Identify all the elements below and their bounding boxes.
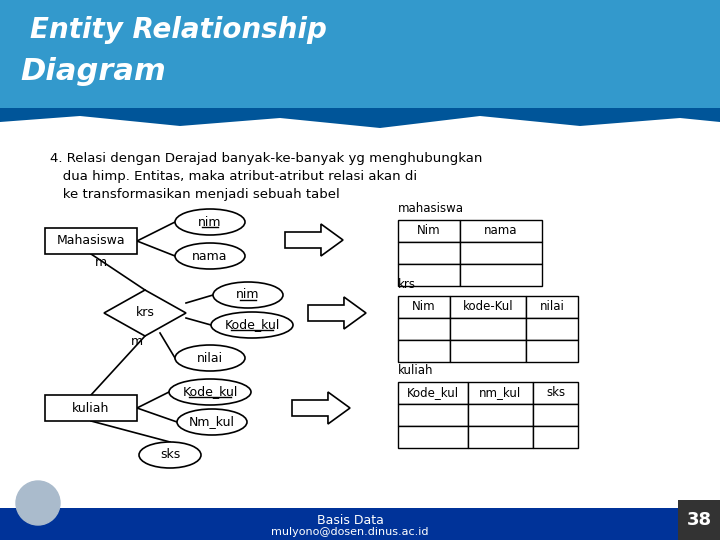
Ellipse shape — [211, 312, 293, 338]
Bar — [533, 404, 578, 426]
Text: kuliah: kuliah — [398, 364, 433, 377]
Text: nilai: nilai — [197, 352, 223, 365]
Bar — [468, 404, 533, 426]
Bar — [398, 220, 460, 242]
Bar — [398, 404, 468, 426]
Ellipse shape — [139, 442, 201, 468]
Bar — [450, 318, 526, 340]
Bar — [460, 242, 542, 264]
Text: Kode_kul: Kode_kul — [407, 387, 459, 400]
Text: nilai: nilai — [539, 300, 564, 314]
Bar — [398, 318, 450, 340]
Text: Nim: Nim — [412, 300, 436, 314]
Text: sks: sks — [546, 387, 565, 400]
Text: Kode_kul: Kode_kul — [225, 319, 279, 332]
Bar — [526, 318, 578, 340]
Text: dua himp. Entitas, maka atribut-atribut relasi akan di: dua himp. Entitas, maka atribut-atribut … — [50, 170, 417, 183]
Ellipse shape — [175, 345, 245, 371]
Text: mulyono@dosen.dinus.ac.id: mulyono@dosen.dinus.ac.id — [271, 527, 428, 537]
Text: Basis Data: Basis Data — [317, 514, 384, 526]
Bar — [460, 264, 542, 286]
Bar — [398, 242, 460, 264]
Bar — [398, 426, 468, 448]
Text: Kode_kul: Kode_kul — [182, 386, 238, 399]
Bar — [460, 220, 542, 242]
Text: krs: krs — [135, 307, 154, 320]
Text: Nim: Nim — [417, 225, 441, 238]
Text: kuliah: kuliah — [72, 402, 109, 415]
Text: Diagram: Diagram — [20, 57, 166, 86]
Bar — [398, 382, 468, 404]
Text: mahasiswa: mahasiswa — [398, 202, 464, 215]
Bar — [0, 0, 720, 130]
Bar — [450, 296, 526, 318]
Ellipse shape — [177, 409, 247, 435]
Ellipse shape — [175, 243, 245, 269]
Bar — [45, 395, 137, 421]
Text: kode-Kul: kode-Kul — [463, 300, 513, 314]
Bar — [526, 296, 578, 318]
Text: nama: nama — [192, 249, 228, 262]
Text: m: m — [95, 256, 107, 269]
Text: Entity Relationship: Entity Relationship — [30, 16, 327, 44]
Bar — [678, 500, 720, 540]
Text: m: m — [131, 335, 143, 348]
Ellipse shape — [213, 282, 283, 308]
Bar — [526, 340, 578, 362]
Bar — [450, 340, 526, 362]
Text: Nm_kul: Nm_kul — [189, 415, 235, 429]
Text: ke transformasikan menjadi sebuah tabel: ke transformasikan menjadi sebuah tabel — [50, 188, 340, 201]
Polygon shape — [308, 297, 366, 329]
Bar — [398, 264, 460, 286]
Bar — [0, 108, 720, 130]
Circle shape — [16, 481, 60, 525]
Bar — [398, 296, 450, 318]
Polygon shape — [104, 290, 186, 336]
Text: sks: sks — [160, 449, 180, 462]
Bar — [468, 382, 533, 404]
Ellipse shape — [169, 379, 251, 405]
Bar — [398, 340, 450, 362]
Polygon shape — [285, 224, 343, 256]
Text: 4. Relasi dengan Derajad banyak-ke-banyak yg menghubungkan: 4. Relasi dengan Derajad banyak-ke-banya… — [50, 152, 482, 165]
Bar — [45, 228, 137, 254]
Bar — [468, 426, 533, 448]
Text: nim: nim — [236, 288, 260, 301]
Bar — [533, 382, 578, 404]
Text: nm_kul: nm_kul — [480, 387, 521, 400]
Text: nim: nim — [198, 215, 222, 228]
Polygon shape — [292, 392, 350, 424]
Text: 38: 38 — [686, 511, 711, 529]
Polygon shape — [0, 116, 720, 148]
Text: Mahasiswa: Mahasiswa — [57, 234, 125, 247]
Text: nama: nama — [485, 225, 518, 238]
Bar — [0, 508, 720, 540]
Bar — [533, 426, 578, 448]
Text: krs: krs — [398, 278, 416, 291]
Ellipse shape — [175, 209, 245, 235]
